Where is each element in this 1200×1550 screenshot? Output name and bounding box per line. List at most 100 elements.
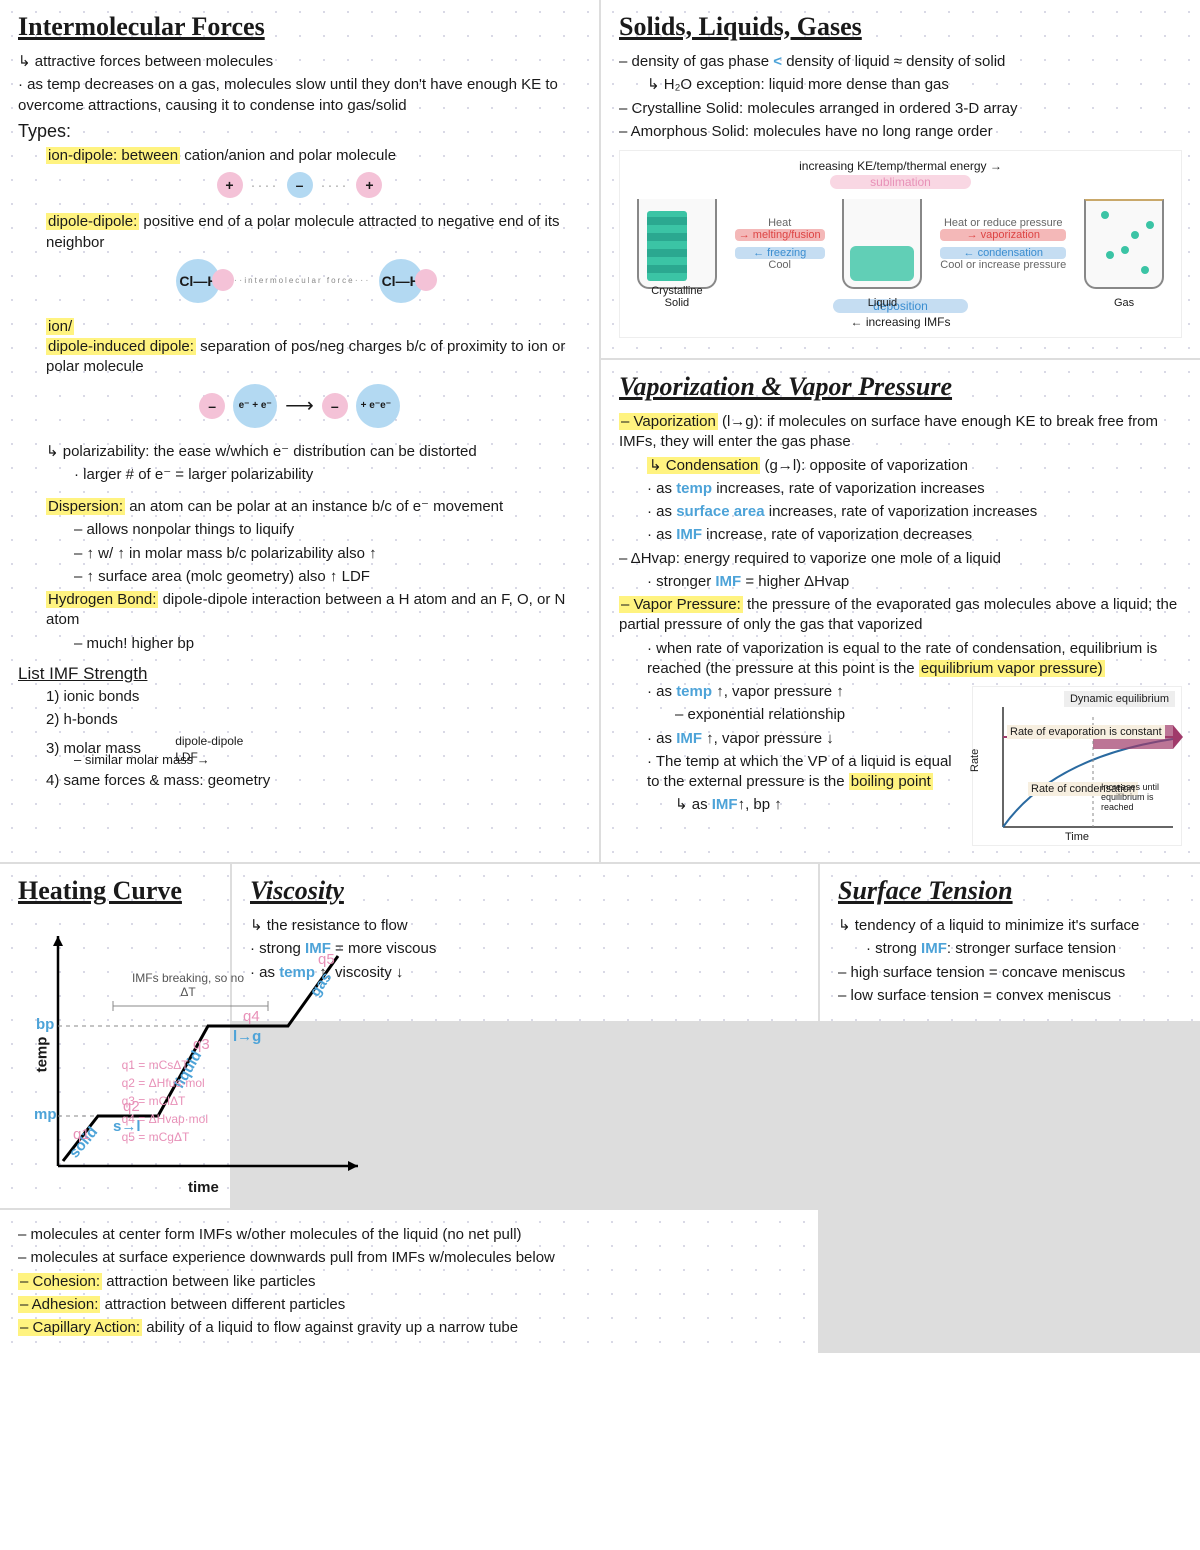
term: ion/ [46, 318, 74, 335]
label: sublimation [830, 175, 971, 189]
text-line: – high surface tension = concave meniscu… [838, 963, 1182, 983]
rate-graph: Dynamic equilibrium Rate of evaporation … [972, 686, 1182, 846]
term: – Capillary Action: [18, 1319, 142, 1336]
arrows: Heat → melting/fusion ← freezing Cool [735, 217, 825, 271]
text-line: · as surface area increases, rate of vap… [619, 502, 1182, 522]
panel-imf: Intermolecular Forces ↳ attractive force… [0, 0, 599, 862]
anion-icon: – [287, 172, 313, 198]
text-line: – Adhesion: attraction between different… [18, 1295, 800, 1315]
list-item: 2) h-bonds [18, 710, 581, 730]
subheading: List IMF Strength [18, 664, 581, 684]
text-line: dipole-dipole: positive end of a polar m… [18, 212, 581, 253]
panel-vapor: Vaporization & Vapor Pressure – Vaporiza… [601, 360, 1200, 862]
text-line: – molecules at surface experience downwa… [18, 1248, 800, 1268]
eq: q3 = mClΔT [122, 1092, 208, 1110]
induced-dipole-diagram: – e⁻ + e⁻ ⟶ – + e⁻e⁻ [18, 384, 581, 428]
label: q3 [193, 1036, 210, 1053]
axis-label: time [188, 1179, 219, 1196]
text: – density of gas phase [619, 53, 769, 70]
text: density of liquid ≈ density of solid [786, 53, 1005, 70]
title-vapor: Vaporization & Vapor Pressure [619, 372, 1182, 402]
text-line: ↳ polarizability: the ease w/which e⁻ di… [18, 442, 581, 462]
text-line: – ΔHvap: energy required to vaporize one… [619, 549, 1182, 569]
bottom-row-wrap: Viscosity ↳ the resistance to flow · str… [0, 864, 1200, 1353]
subheading: Types: [18, 119, 581, 143]
title-solids: Solids, Liquids, Gases [619, 12, 1182, 42]
text-line: · as IMF increase, rate of vaporization … [619, 525, 1182, 545]
label: Increases until equilibrium is reached [1101, 782, 1171, 812]
label: q5 [318, 951, 335, 968]
text-line: – much! higher bp [18, 634, 581, 654]
title-imf: Intermolecular Forces [18, 12, 581, 42]
label: increasing KE/temp/thermal energy → [628, 159, 1173, 173]
term: – Adhesion: [18, 1296, 100, 1313]
term: ↳ Condensation [647, 457, 760, 474]
label: intermolecular force [244, 276, 354, 285]
text-line: · stronger IMF = higher ΔHvap [619, 572, 1182, 592]
text-line: ↳ H₂O exception: liquid more dense than … [619, 75, 1182, 95]
label: l→g [233, 1028, 261, 1045]
atom-icon: e⁻ + e⁻ [233, 384, 277, 428]
text: temp [676, 683, 712, 700]
text-line: ↳ Condensation (g→l): opposite of vapori… [619, 456, 1182, 476]
arrows: Heat or reduce pressure → vaporization ←… [940, 217, 1066, 271]
label: freezing [767, 247, 806, 259]
list-item: 1) ionic bonds [18, 687, 581, 707]
text-line: · as temp decreases on a gas, molecules … [18, 75, 581, 116]
term: dipole-dipole: [46, 213, 139, 230]
title-surface: Surface Tension [838, 876, 1182, 906]
text-line: Hydrogen Bond: dipole-dipole interaction… [18, 590, 581, 631]
text-line: · when rate of vaporization is equal to … [619, 639, 1182, 680]
text: increase, rate of vaporization decreases [702, 526, 972, 543]
text-line: – molecules at center form IMFs w/other … [18, 1225, 800, 1245]
text-line: ion/ dipole-induced dipole: separation o… [18, 317, 581, 378]
text-line: – similar molar mass → [18, 751, 581, 769]
equations: q1 = mCsΔT q2 = ΔHfus·mol q3 = mClΔT q4 … [122, 1056, 208, 1146]
atom-icon: + e⁻e⁻ [356, 384, 400, 428]
list-item: 4) same forces & mass: geometry [18, 771, 581, 791]
text-line: – ↑ surface area (molc geometry) also ↑ … [18, 567, 581, 587]
label: vaporization [981, 229, 1040, 241]
term: boiling point [849, 773, 933, 790]
phase-diagram: increasing KE/temp/thermal energy → subl… [619, 150, 1182, 338]
text: increases, rate of vaporization increase… [765, 503, 1038, 520]
title-heating: Heating Curve [18, 876, 212, 906]
label: IMFs breaking, so no ΔT [128, 971, 248, 999]
text: = higher ΔHvap [741, 573, 849, 590]
text-line: – Vapor Pressure: the pressure of the ev… [619, 595, 1182, 636]
label: melting/fusion [753, 229, 821, 241]
term: – Cohesion: [18, 1273, 102, 1290]
text: ↑, bp ↑ [738, 796, 782, 813]
eq: q4 = ΔHvap·mol [122, 1110, 208, 1128]
text: · as [647, 730, 676, 747]
text-line: ↳ tendency of a liquid to minimize it's … [838, 916, 1182, 936]
axis-label: Rate [969, 749, 981, 772]
text-line: · as temp increases, rate of vaporizatio… [619, 479, 1182, 499]
label: Heat or reduce pressure [940, 217, 1066, 229]
text-line: – Vaporization (l→g): if molecules on su… [619, 412, 1182, 453]
term: ion-dipole: between [46, 147, 180, 164]
text: · as [647, 683, 676, 700]
panel-solids: Solids, Liquids, Gases – density of gas … [601, 0, 1200, 358]
label: Crystalline Solid [639, 285, 715, 309]
label: Gas [1086, 297, 1162, 309]
text-line: – allows nonpolar things to liquify [18, 520, 581, 540]
label: ← increasing IMFs [628, 315, 1173, 329]
axis-label: temp [33, 1037, 50, 1073]
eq: q2 = ΔHfus·mol [122, 1074, 208, 1092]
text: IMF [921, 940, 947, 957]
text: · as [647, 503, 676, 520]
term: dipole-induced dipole: [46, 338, 196, 355]
text: (g→l): opposite of vaporization [764, 457, 967, 474]
text-line: – Crystalline Solid: molecules arranged … [619, 99, 1182, 119]
text-line: ↳ attractive forces between molecules [18, 52, 581, 72]
term: – Vapor Pressure: [619, 596, 743, 613]
ion-icon: – [199, 393, 225, 419]
text-line: Dispersion: an atom can be polar at an i… [18, 497, 581, 517]
beaker-solid: Crystalline Solid [637, 199, 717, 289]
h-icon [212, 269, 234, 291]
text-line: · larger # of e⁻ = larger polarizability [18, 465, 581, 485]
text: an atom can be polar at an instance b/c … [129, 498, 503, 515]
label: Heat [735, 217, 825, 229]
label: Cl—H [382, 273, 420, 289]
